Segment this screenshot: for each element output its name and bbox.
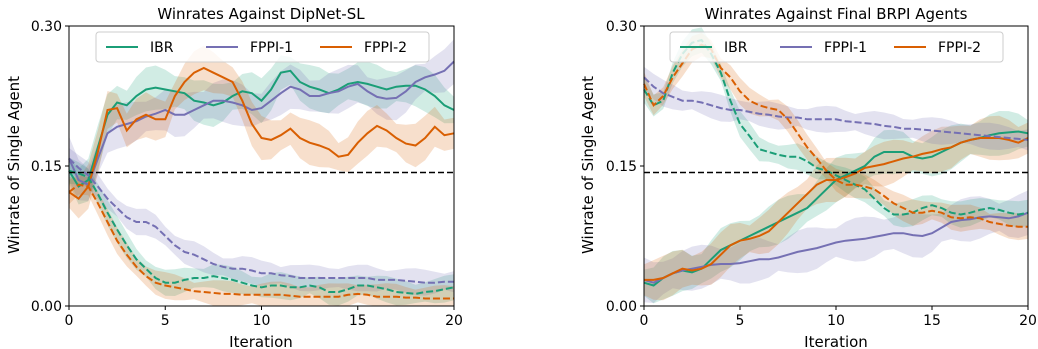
- y-tick-label: 0.15: [606, 159, 637, 175]
- series-line: [68, 169, 455, 295]
- legend-label: FPPI-2: [364, 40, 407, 56]
- legend-label: FPPI-2: [938, 40, 981, 56]
- x-axis-label: Iteration: [229, 333, 293, 349]
- x-tick-label: 0: [65, 313, 74, 329]
- legend-label: IBR: [724, 40, 748, 56]
- confidence-band: [69, 174, 454, 306]
- legend-box: [95, 31, 430, 63]
- y-tick-label: 0.30: [31, 19, 62, 35]
- y-tick-label: 0.30: [606, 19, 637, 35]
- chart-title: Winrates Against Final BRPI Agents: [705, 5, 968, 23]
- series-line: [68, 157, 454, 284]
- series-line: [68, 183, 454, 300]
- series-line: [68, 69, 455, 188]
- legend-box: [669, 31, 1004, 63]
- x-tick-label: 20: [1019, 313, 1037, 329]
- plot-area: [68, 39, 455, 306]
- confidence-band: [644, 66, 1028, 151]
- chart-title: Winrates Against DipNet-SL: [157, 5, 365, 23]
- chart-panel-dipnet: Winrates Against DipNet-SL Winrate of Si…: [5, 5, 463, 349]
- plot-area: [643, 27, 1029, 304]
- y-axis-label: Winrate of Single Agent: [5, 76, 23, 254]
- confidence-band: [69, 45, 454, 219]
- legend-label: IBR: [150, 40, 174, 56]
- legend-label: FPPI-1: [824, 40, 867, 56]
- y-axis-label: Winrate of Single Agent: [579, 76, 597, 254]
- y-tick-label: 0.15: [31, 159, 62, 175]
- legend: IBR FPPI-1 FPPI-2: [95, 31, 430, 63]
- series-line: [644, 137, 1029, 281]
- legend: IBR FPPI-1 FPPI-2: [669, 31, 1004, 63]
- y-tick-label: 0.00: [606, 299, 637, 315]
- confidence-band: [644, 32, 1028, 241]
- confidence-band: [69, 55, 454, 205]
- series-line: [643, 76, 1029, 141]
- x-tick-label: 15: [923, 313, 941, 329]
- legend-label: FPPI-1: [250, 40, 293, 56]
- confidence-band: [69, 157, 454, 306]
- x-tick-label: 10: [253, 313, 271, 329]
- x-tick-label: 5: [161, 313, 170, 329]
- confidence-band: [644, 115, 1028, 301]
- x-tick-label: 5: [736, 313, 745, 329]
- x-tick-label: 20: [445, 313, 463, 329]
- x-tick-label: 10: [827, 313, 845, 329]
- chart-panel-brpi: Winrates Against Final BRPI Agents Winra…: [579, 5, 1037, 349]
- confidence-band: [644, 111, 1028, 304]
- x-axis-label: Iteration: [804, 333, 868, 349]
- x-tick-label: 15: [349, 313, 367, 329]
- y-tick-label: 0.00: [31, 299, 62, 315]
- confidence-band: [644, 190, 1028, 303]
- x-tick-label: 0: [640, 313, 649, 329]
- series-line: [68, 66, 455, 201]
- confidence-band: [69, 39, 454, 201]
